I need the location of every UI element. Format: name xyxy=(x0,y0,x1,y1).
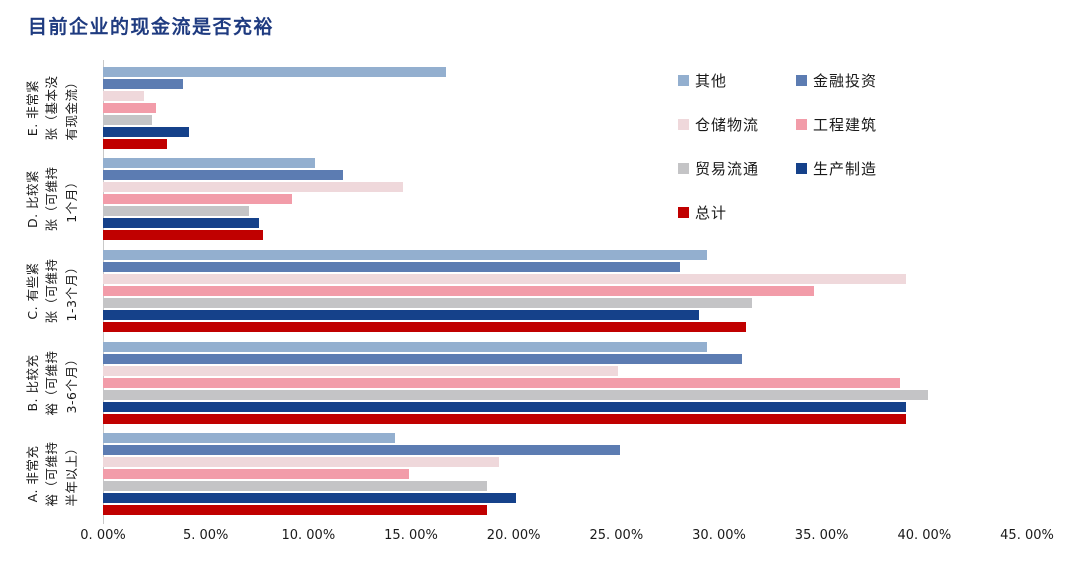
x-axis: 0. 00% 5. 00% 10. 00% 15. 00% 20. 00% 25. 00%… xyxy=(0,528,1080,548)
bar-construction-A xyxy=(103,469,409,480)
legend-swatch-construction xyxy=(796,119,807,130)
bars-B xyxy=(103,337,1080,429)
x-tick-2: 10. 00% xyxy=(281,528,336,543)
category-label-A: A. 非常充 裕（可维持 半年以上） xyxy=(24,441,79,507)
x-tick-6: 30. 00% xyxy=(692,528,746,543)
bar-total-A xyxy=(103,505,487,516)
bar-logistics-B xyxy=(103,365,619,376)
category-label-E: E. 非常紧 张（基本没 有现金流） xyxy=(24,75,79,141)
bars-C xyxy=(103,245,1080,337)
chart-title: 目前企业的现金流是否充裕 xyxy=(28,16,275,38)
bar-other-E xyxy=(103,66,446,77)
legend-label-other: 其他 xyxy=(695,72,728,90)
bar-trade-B xyxy=(103,389,929,400)
bar-group-E: E. 非常紧 张（基本没 有现金流） xyxy=(0,62,1080,154)
bar-trade-A xyxy=(103,481,487,492)
legend-item-trade: 贸易流通 xyxy=(678,158,796,179)
legend-label-logistics: 仓储物流 xyxy=(695,116,760,134)
bar-construction-B xyxy=(103,377,900,388)
legend-item-total: 总计 xyxy=(678,202,796,223)
bar-manufacturing-D xyxy=(103,218,260,229)
x-tick-9: 45. 00% xyxy=(1000,528,1054,543)
legend-item-other: 其他 xyxy=(678,70,796,91)
bar-trade-C xyxy=(103,297,752,308)
category-label-cell-C: C. 有些紧 张（可维持 1-3个月） xyxy=(0,245,103,337)
bar-manufacturing-E xyxy=(103,126,190,137)
x-tick-5: 25. 00% xyxy=(589,528,644,543)
x-tick-3: 15. 00% xyxy=(384,528,438,543)
bar-group-C: C. 有些紧 张（可维持 1-3个月） xyxy=(0,245,1080,337)
bar-trade-E xyxy=(103,114,153,125)
bar-total-B xyxy=(103,413,906,424)
x-tick-1: 5. 00% xyxy=(182,528,229,543)
bar-finance-E xyxy=(103,78,184,89)
category-label-cell-D: D. 比较紧 张（可维持 1个月） xyxy=(0,154,103,246)
x-tick-4: 20. 00% xyxy=(486,528,541,543)
bar-finance-A xyxy=(103,445,621,456)
bar-construction-E xyxy=(103,102,157,113)
bar-other-A xyxy=(103,433,395,444)
bar-other-C xyxy=(103,249,707,260)
bars-E xyxy=(103,62,1080,154)
legend-swatch-finance xyxy=(796,75,807,86)
legend-label-trade: 贸易流通 xyxy=(695,160,760,178)
bar-other-B xyxy=(103,341,707,352)
legend-item-finance: 金融投资 xyxy=(796,70,914,91)
bar-finance-C xyxy=(103,261,680,272)
bar-construction-C xyxy=(103,285,814,296)
bar-total-D xyxy=(103,230,264,241)
bar-other-D xyxy=(103,158,315,169)
bar-group-A: A. 非常充 裕（可维持 半年以上） xyxy=(0,428,1080,520)
bar-construction-D xyxy=(103,194,292,205)
bar-finance-D xyxy=(103,170,344,181)
legend-label-construction: 工程建筑 xyxy=(813,116,878,134)
bar-logistics-D xyxy=(103,182,403,193)
legend-label-total: 总计 xyxy=(695,204,728,222)
bar-logistics-A xyxy=(103,457,500,468)
x-tick-0: 0. 00% xyxy=(80,528,126,543)
category-label-B: B. 比较充 裕（可维持 3-6个月） xyxy=(24,350,79,416)
category-label-D: D. 比较紧 张（可维持 1个月） xyxy=(24,166,79,232)
legend-label-finance: 金融投资 xyxy=(813,72,878,90)
x-tick-7: 35. 00% xyxy=(794,528,849,543)
category-label-cell-B: B. 比较充 裕（可维持 3-6个月） xyxy=(0,337,103,429)
bar-trade-D xyxy=(103,206,249,217)
legend-swatch-manufacturing xyxy=(796,163,807,174)
legend-swatch-trade xyxy=(678,163,689,174)
bar-manufacturing-A xyxy=(103,493,516,504)
legend-swatch-logistics xyxy=(678,119,689,130)
legend-item-logistics: 仓储物流 xyxy=(678,114,796,135)
bar-total-C xyxy=(103,321,746,332)
legend-swatch-other xyxy=(678,75,689,86)
bars-A xyxy=(103,428,1080,520)
bar-manufacturing-B xyxy=(103,401,906,412)
x-tick-8: 40. 00% xyxy=(897,528,952,543)
bar-group-B: B. 比较充 裕（可维持 3-6个月） xyxy=(0,337,1080,429)
bar-total-E xyxy=(103,138,167,149)
category-label-cell-A: A. 非常充 裕（可维持 半年以上） xyxy=(0,428,103,520)
bar-logistics-C xyxy=(103,273,906,284)
bar-finance-B xyxy=(103,353,742,364)
legend: 其他 金融投资仓储物流 工程建筑贸易流通 生产制造总计 xyxy=(678,70,914,223)
legend-item-construction: 工程建筑 xyxy=(796,114,914,135)
category-label-cell-E: E. 非常紧 张（基本没 有现金流） xyxy=(0,62,103,154)
legend-swatch-total xyxy=(678,207,689,218)
bar-logistics-E xyxy=(103,90,145,101)
plot-area: E. 非常紧 张（基本没 有现金流） D. 比较紧 张（可维持 1个月） C. 有些… xyxy=(0,62,1080,520)
legend-label-manufacturing: 生产制造 xyxy=(813,160,878,178)
bar-group-D: D. 比较紧 张（可维持 1个月） xyxy=(0,154,1080,246)
bar-manufacturing-C xyxy=(103,309,699,320)
bars-D xyxy=(103,154,1080,246)
category-label-C: C. 有些紧 张（可维持 1-3个月） xyxy=(24,258,79,324)
legend-item-manufacturing: 生产制造 xyxy=(796,158,914,179)
